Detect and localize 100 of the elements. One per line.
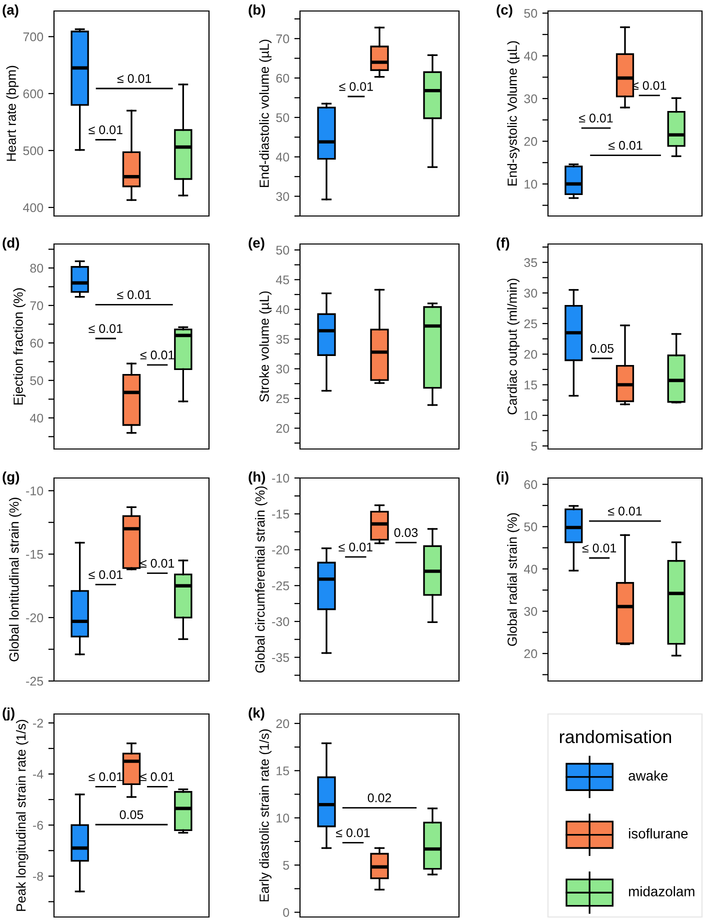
y-tick-label: 10 xyxy=(276,814,290,823)
y-tick-label: 50 xyxy=(524,8,538,18)
y-tick-label: 60 xyxy=(276,74,290,83)
annotation: ≤ 0.01 xyxy=(608,506,642,516)
y-tick-label: -25 xyxy=(272,581,290,590)
chart-title: (f) xyxy=(496,238,510,250)
y-axis-title: Early diastolic strain rate (1/s) xyxy=(259,729,272,902)
y-tick-label: 20 xyxy=(524,649,538,658)
y-tick-label: 60 xyxy=(30,338,44,348)
y-tick-label: -25 xyxy=(26,676,44,686)
y-tick-label: 5 xyxy=(283,861,290,870)
y-tick-label: 20 xyxy=(524,350,538,359)
y-axis-title: Stroke volume (µL) xyxy=(259,291,272,402)
y-tick-label: -10 xyxy=(272,474,290,483)
y-tick-label: 40 xyxy=(276,305,290,314)
y-tick-label: 400 xyxy=(23,203,44,212)
y-tick-label: 25 xyxy=(524,319,538,328)
y-tick-label: 50 xyxy=(30,376,44,386)
y-tick-label: 700 xyxy=(23,32,44,42)
annotation: ≤ 0.01 xyxy=(336,828,370,838)
y-tick-label: -20 xyxy=(272,546,290,554)
y-tick-label: 500 xyxy=(23,146,44,156)
category-label: midazolam xyxy=(629,886,694,896)
y-tick-label: 5 xyxy=(531,442,538,451)
annotation: ≤ 0.01 xyxy=(140,350,174,360)
category-label: isoflurane xyxy=(629,828,688,839)
y-tick-label: 35 xyxy=(276,334,290,344)
legend-title: randomisation xyxy=(560,730,672,744)
chart-title: (a) xyxy=(2,4,18,18)
y-axis-title: End-systolic Volume (µL) xyxy=(507,41,520,186)
category-label: awake xyxy=(628,770,668,781)
chart-title: (k) xyxy=(248,708,264,720)
chart-title: (d) xyxy=(2,238,20,250)
chart-title: (e) xyxy=(248,238,264,250)
y-axis-title: Cardiac output (ml/min) xyxy=(507,278,520,414)
y-tick-label: 40 xyxy=(276,152,290,162)
annotation: 0.05 xyxy=(120,810,144,820)
y-tick-label: 50 xyxy=(276,113,290,122)
y-tick-label: -2 xyxy=(33,718,43,728)
annotation: 0.05 xyxy=(590,344,614,353)
y-tick-label: 20 xyxy=(524,137,538,146)
y-tick-label: 15 xyxy=(276,766,290,776)
y-tick-label: 15 xyxy=(524,380,538,390)
y-tick-label: 70 xyxy=(30,301,44,310)
y-tick-label: -15 xyxy=(26,550,44,559)
chart-title: (b) xyxy=(248,4,266,18)
y-axis-title: Global radial strain (%) xyxy=(507,513,520,646)
chart-title: (j) xyxy=(2,708,14,720)
y-axis-title: Heart rate (bpm) xyxy=(6,66,19,161)
y-tick-label: -10 xyxy=(26,486,44,496)
y-tick-label: 600 xyxy=(23,89,44,98)
y-tick-label: 60 xyxy=(524,480,538,489)
y-tick-label: 30 xyxy=(524,94,538,104)
y-tick-label: 30 xyxy=(276,192,290,201)
annotation: ≤ 0.01 xyxy=(579,114,613,123)
y-tick-label: -15 xyxy=(272,510,290,519)
y-tick-label: -35 xyxy=(272,653,290,662)
y-tick-label: 35 xyxy=(524,258,538,268)
y-axis-title: Global circumferential strain (%) xyxy=(255,486,268,673)
annotation: ≤ 0.01 xyxy=(582,544,616,552)
chart-title: (h) xyxy=(248,472,266,484)
annotation: ≤ 0.01 xyxy=(88,570,122,580)
y-tick-label: 25 xyxy=(276,394,290,404)
y-tick-label: -6 xyxy=(33,820,44,830)
y-tick-label: 0 xyxy=(283,908,290,917)
y-tick-label: -4 xyxy=(33,770,44,779)
y-tick-label: 30 xyxy=(524,607,538,616)
annotation: ≤ 0.01 xyxy=(608,140,642,150)
chart-title: (g) xyxy=(2,471,20,485)
y-tick-label: 50 xyxy=(524,522,538,532)
y-tick-label: 20 xyxy=(276,719,290,728)
y-tick-label: 70 xyxy=(276,34,290,44)
y-tick-label: 80 xyxy=(30,264,44,273)
y-tick-label: -20 xyxy=(26,613,44,622)
y-tick-label: 10 xyxy=(524,180,538,189)
y-tick-label: 50 xyxy=(276,246,290,255)
y-axis-title: Ejection fraction (%) xyxy=(13,288,26,404)
annotation: 0.02 xyxy=(368,793,392,802)
annotation: ≤ 0.01 xyxy=(140,772,174,782)
annotation: 0.03 xyxy=(394,528,418,538)
y-axis-title: End-diastolic volume (µL) xyxy=(259,40,272,187)
annotation: ≤ 0.01 xyxy=(88,125,122,134)
y-tick-label: 30 xyxy=(276,364,290,374)
annotation: ≤ 0.01 xyxy=(140,558,174,568)
y-tick-label: 40 xyxy=(524,564,538,574)
chart-title: (c) xyxy=(496,4,512,18)
y-tick-label: 40 xyxy=(30,414,44,423)
annotation: ≤ 0.01 xyxy=(338,542,372,552)
y-axis-title: Peak longitudinal strain rate (1/s) xyxy=(16,720,28,911)
annotation: ≤ 0.01 xyxy=(88,324,122,333)
annotation: ≤ 0.01 xyxy=(117,290,151,300)
y-tick-label: 10 xyxy=(524,411,538,420)
y-tick-label: 20 xyxy=(276,424,290,433)
annotation: ≤ 0.01 xyxy=(88,772,122,782)
y-tick-label: 40 xyxy=(524,52,538,60)
y-axis-title: Global lontitudinal strain (%) xyxy=(9,498,22,662)
annotation: ≤ 0.01 xyxy=(117,74,152,83)
y-tick-label: -30 xyxy=(272,617,290,626)
y-tick-label: 45 xyxy=(276,276,290,284)
annotation: ≤ 0.01 xyxy=(339,82,373,91)
